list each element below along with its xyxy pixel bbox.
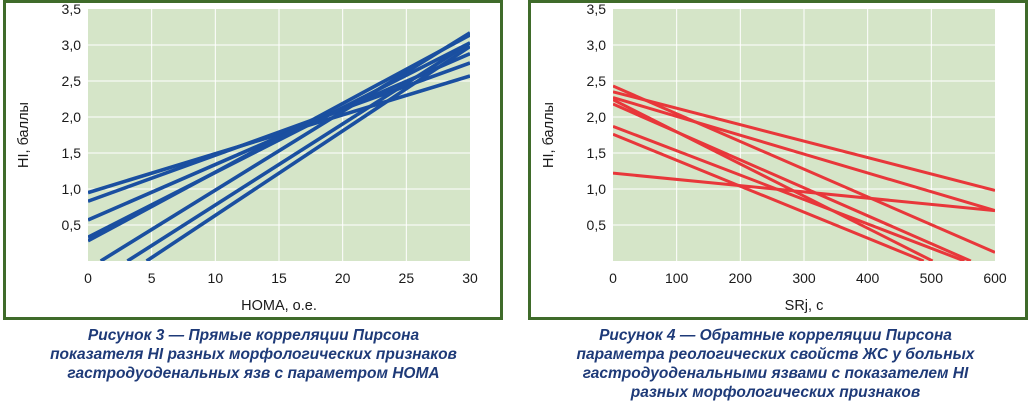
series-line <box>126 41 470 261</box>
y-axis-label: HI, баллы <box>16 102 32 168</box>
y-tick-label: 1,0 <box>62 181 82 197</box>
y-tick-label: 2,0 <box>62 109 82 125</box>
x-tick-label: 0 <box>609 270 617 286</box>
x-axis-label: HOMA, о.е. <box>241 298 317 314</box>
x-tick-label: 200 <box>729 270 753 286</box>
caption-line: гастродуоденальными язвами с показателем… <box>582 365 969 382</box>
homa-correlation-chart: 0 5 10 15 20 25 30 0,5 1,0 1,5 2,0 2,5 3,0 3,5 HOMA, о… <box>16 3 478 314</box>
y-tick-label: 0,5 <box>62 217 82 233</box>
x-tick-label: 500 <box>920 270 944 286</box>
chart-panel-srj: 0 100 200 300 400 500 600 0,5 1,0 1,5 2,0 2,5 3,0 3,5… <box>528 0 1028 320</box>
y-tick-label: 1,5 <box>62 145 82 161</box>
series-line <box>613 96 995 213</box>
x-tick-label: 25 <box>399 270 415 286</box>
y-tick-label: 2,5 <box>587 73 607 89</box>
figure-4-caption: Рисунок 4 — Обратные корреляции Пирсона … <box>520 326 1031 402</box>
caption-line: разных морфологических признаков <box>630 384 921 401</box>
series-line <box>613 132 925 261</box>
x-tick-label: 10 <box>208 270 224 286</box>
series-line <box>613 84 995 254</box>
y-tick-label: 3,5 <box>587 3 607 17</box>
y-tick-label: 1,5 <box>587 145 607 161</box>
x-tick-label: 15 <box>271 270 287 286</box>
caption-line: гастродуоденальных язв с параметром HOMA <box>67 365 440 382</box>
x-tick-label: 30 <box>462 270 478 286</box>
figure-3-caption: Рисунок 3 — Прямые корреляции Пирсона по… <box>0 326 507 383</box>
series-line <box>145 44 470 261</box>
series-line <box>613 90 995 192</box>
x-tick-label: 100 <box>665 270 689 286</box>
x-tick-label: 600 <box>983 270 1007 286</box>
y-tick-label: 2,0 <box>587 109 607 125</box>
caption-line: параметра реологических свойств ЖС у бол… <box>576 346 975 363</box>
y-tick-label: 3,5 <box>62 3 82 17</box>
chart-panel-homa: 0 5 10 15 20 25 30 0,5 1,0 1,5 2,0 2,5 3,0 3,5 HOMA, о… <box>3 0 503 320</box>
series-line <box>613 171 995 213</box>
caption-line: показателя HI разных морфологических при… <box>50 346 457 363</box>
series-line <box>99 31 470 261</box>
srj-correlation-chart: 0 100 200 300 400 500 600 0,5 1,0 1,5 2,0 2,5 3,0 3,5… <box>541 3 1007 314</box>
series-group <box>88 31 470 261</box>
y-tick-label: 2,5 <box>62 73 82 89</box>
caption-line: Рисунок 3 — Прямые корреляции Пирсона <box>87 327 420 344</box>
y-axis-label: HI, баллы <box>541 102 557 168</box>
series-group <box>613 84 995 261</box>
series-line <box>88 61 470 203</box>
x-axis-label: SRj, с <box>785 298 824 314</box>
x-tick-label: 0 <box>84 270 92 286</box>
series-line <box>88 74 470 195</box>
series-line <box>613 124 965 261</box>
y-tick-label: 1,0 <box>587 181 607 197</box>
series-line <box>613 98 934 261</box>
x-tick-label: 300 <box>792 270 816 286</box>
y-tick-label: 3,0 <box>587 37 607 53</box>
y-tick-label: 3,0 <box>62 37 82 53</box>
x-tick-label: 20 <box>335 270 351 286</box>
caption-line: Рисунок 4 — Обратные корреляции Пирсона <box>599 327 952 344</box>
series-line <box>88 33 470 243</box>
y-tick-label: 0,5 <box>587 217 607 233</box>
x-tick-label: 400 <box>856 270 880 286</box>
x-tick-label: 5 <box>148 270 156 286</box>
